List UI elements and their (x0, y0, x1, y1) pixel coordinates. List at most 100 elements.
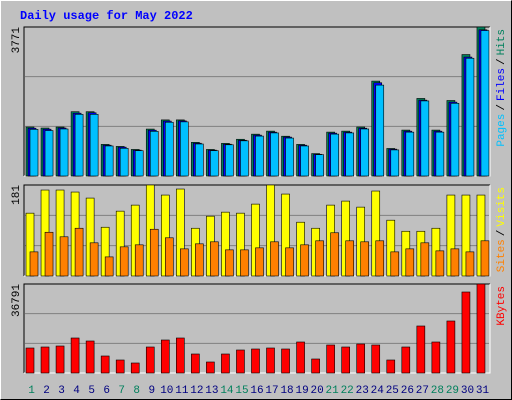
bar (176, 337, 185, 374)
bar (55, 345, 65, 374)
bar (115, 359, 125, 374)
legend-separator: / (496, 104, 508, 111)
x-tick-label: 20 (311, 385, 324, 397)
bar (435, 250, 445, 277)
bar (330, 232, 339, 277)
bar (89, 114, 99, 177)
bar (221, 353, 230, 374)
bar (119, 246, 129, 277)
bar (401, 346, 411, 374)
bar (300, 145, 309, 177)
bar (240, 249, 249, 277)
bar (236, 349, 245, 374)
bar (266, 347, 275, 374)
x-tick-label: 2 (43, 385, 50, 397)
bar (210, 241, 219, 277)
bar (345, 132, 354, 177)
bar (180, 121, 189, 177)
bar (360, 241, 370, 277)
bar (356, 343, 366, 374)
bar (40, 346, 50, 374)
bar (180, 248, 189, 277)
bar (461, 291, 471, 374)
bar (420, 242, 430, 277)
x-tick-label: 29 (446, 385, 459, 397)
y-tick-label: 181 (11, 185, 23, 205)
bar (450, 102, 460, 177)
x-tick-label: 22 (341, 385, 354, 397)
bar (160, 339, 170, 374)
legend-entry: KBytes (496, 286, 508, 326)
bar (390, 251, 400, 277)
bar (345, 240, 354, 277)
x-tick-label: 8 (133, 385, 140, 397)
x-tick-label: 25 (386, 385, 399, 397)
bar (225, 249, 234, 277)
bar (255, 135, 264, 177)
bar (386, 359, 396, 374)
x-tick-label: 28 (431, 385, 444, 397)
bar (145, 346, 155, 374)
bar (315, 240, 324, 277)
bar (195, 143, 204, 177)
x-tick-label: 11 (175, 385, 189, 397)
bar (104, 145, 114, 177)
bar (44, 130, 54, 177)
bar (29, 251, 39, 277)
x-tick-label: 7 (118, 385, 125, 397)
x-tick-label: 1 (28, 385, 35, 397)
x-tick-label: 12 (190, 385, 203, 397)
bar (360, 128, 370, 177)
bar (270, 132, 279, 177)
legend-entry: Visits (496, 187, 508, 227)
bar (130, 362, 140, 374)
y-tick-label: 3771 (11, 27, 23, 54)
x-tick-label: 19 (295, 385, 308, 397)
x-tick-label: 27 (416, 385, 429, 397)
x-tick-label: 15 (235, 385, 248, 397)
bar (164, 121, 174, 177)
bar (270, 241, 279, 277)
bar (420, 100, 430, 177)
bar (29, 129, 39, 177)
x-tick-label: 5 (88, 385, 95, 397)
bar (44, 231, 54, 277)
legend-entry: Pages (496, 114, 508, 147)
bar (285, 137, 294, 177)
legend-entry: Files (496, 68, 508, 101)
bar (446, 320, 456, 374)
legend: KBytes (496, 286, 508, 326)
bar (119, 148, 129, 177)
bar (70, 337, 80, 374)
bar (465, 251, 475, 277)
x-tick-label: 30 (461, 385, 474, 397)
bar (435, 131, 445, 177)
bar (89, 242, 99, 277)
bar (371, 344, 381, 374)
bar (25, 347, 35, 374)
x-tick-label: 17 (265, 385, 278, 397)
bar (104, 256, 114, 277)
chart-title: Daily usage for May 2022 (20, 9, 193, 23)
bar (375, 240, 385, 277)
x-tick-label: 16 (250, 385, 263, 397)
legend-entry: Hits (496, 29, 508, 55)
bar (74, 227, 84, 277)
bar (285, 247, 294, 277)
x-tick-label: 13 (205, 385, 218, 397)
bar (375, 84, 385, 177)
bar (311, 358, 320, 374)
bar (431, 341, 441, 374)
bar (390, 149, 400, 177)
bar (85, 340, 95, 374)
bar (210, 150, 219, 177)
bar (251, 348, 260, 374)
bar (195, 243, 204, 277)
bar (164, 237, 174, 277)
x-tick-label: 18 (280, 385, 293, 397)
bar (341, 346, 350, 374)
bar (480, 240, 490, 277)
bar (191, 353, 200, 374)
